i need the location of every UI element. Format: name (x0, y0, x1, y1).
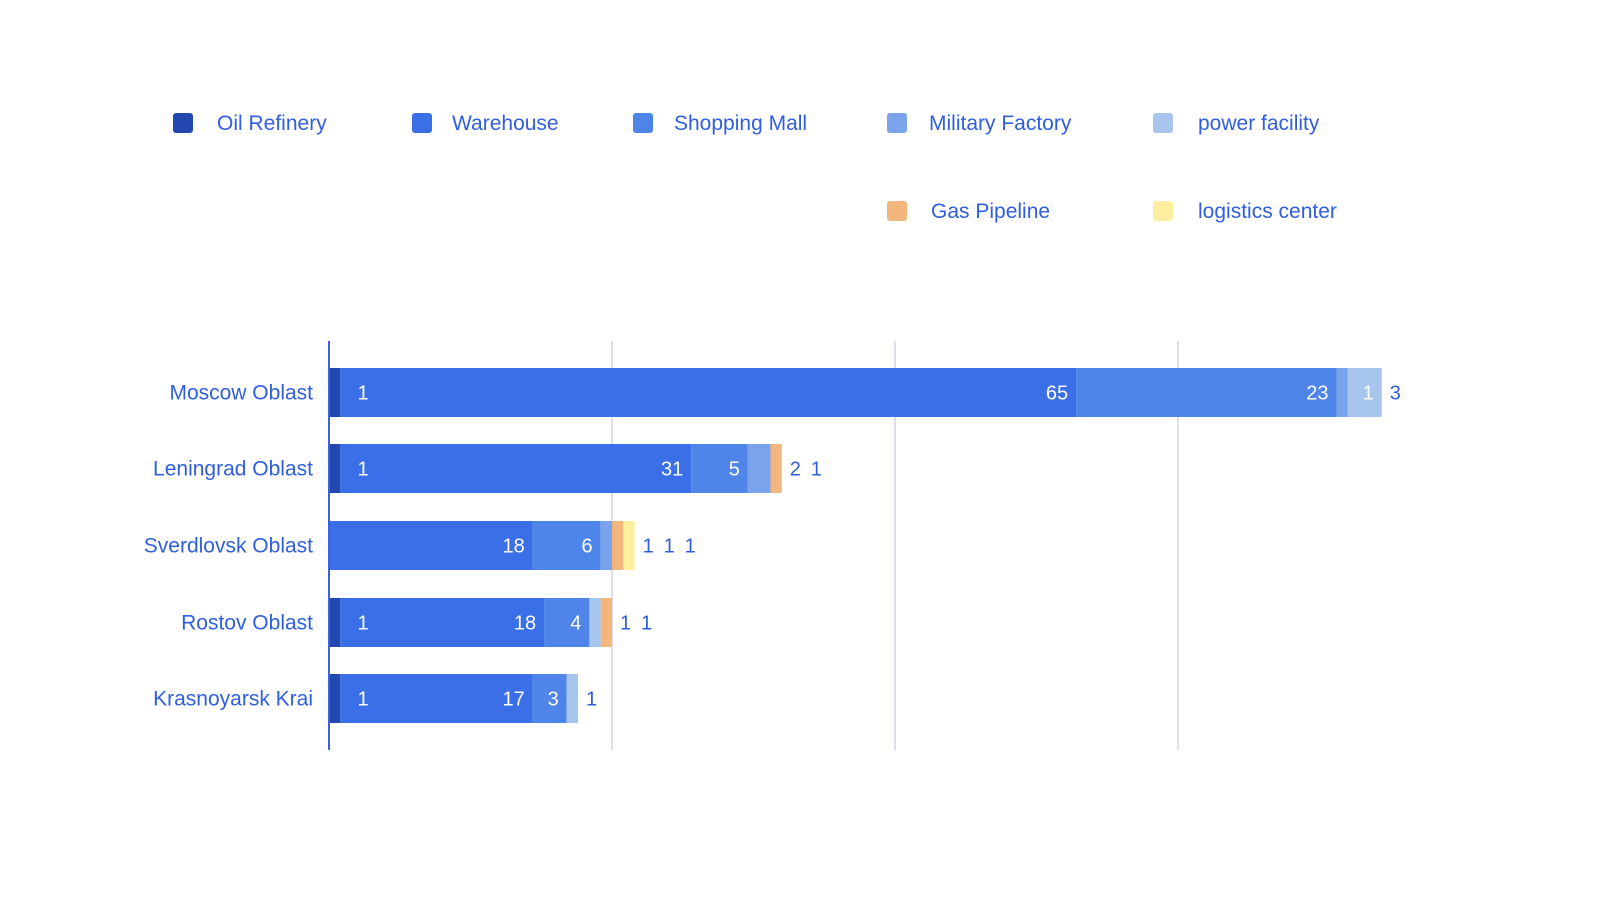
bar-segment (623, 521, 635, 570)
legend-label: Warehouse (452, 112, 559, 135)
legend-label: Oil Refinery (217, 112, 327, 135)
value-label: 6 (582, 536, 593, 558)
bar-segment (1076, 368, 1337, 417)
legend-item[interactable]: Military Factory (887, 112, 1072, 135)
bar-segment (340, 444, 692, 493)
value-label: 18 (503, 536, 525, 558)
value-label: 1 (357, 613, 368, 635)
value-label: 18 (514, 613, 536, 635)
value-labels: 1 65 23 1 31 31 5 2 118 6 1 1 11 18 4 1 11 17 3 1 (357, 383, 1400, 711)
value-label: 1 (620, 613, 631, 635)
value-label: 5 (729, 459, 740, 481)
value-label: 1 (664, 536, 675, 558)
value-label: 3 (1390, 383, 1401, 405)
bar-segment (340, 674, 533, 723)
bar-segment (329, 674, 341, 723)
value-label: 1 (357, 459, 368, 481)
legend-item[interactable]: Shopping Mall (633, 112, 807, 135)
legend-item[interactable]: power facility (1153, 112, 1320, 135)
bar-segment (1336, 368, 1348, 417)
value-label: 17 (503, 689, 525, 711)
legend-item[interactable]: Warehouse (412, 112, 559, 135)
bar-segment (329, 521, 533, 570)
value-label: 1 (586, 689, 597, 711)
bar-segment (566, 674, 579, 723)
value-label: 1 (685, 536, 696, 558)
legend-swatch (412, 113, 432, 133)
legend-label: power facility (1198, 112, 1320, 135)
bars (329, 368, 1382, 723)
legend: Oil Refinery Warehouse Shopping Mall Milita… (173, 112, 1337, 223)
legend-swatch (1153, 113, 1173, 133)
value-label: 1 (357, 689, 368, 711)
bar-segment (544, 598, 590, 647)
bar-segment (600, 521, 612, 570)
legend-swatch (633, 113, 653, 133)
legend-item[interactable]: Oil Refinery (173, 112, 327, 135)
legend-swatch (173, 113, 193, 133)
bar-segment (612, 521, 624, 570)
value-label: 31 (661, 459, 683, 481)
bar-segment (329, 368, 341, 417)
bar-segment (691, 444, 748, 493)
value-label: 1 (643, 536, 654, 558)
category-label: Rostov Oblast (181, 612, 313, 635)
bar-segment (340, 368, 1077, 417)
legend-label: Military Factory (929, 112, 1072, 135)
bar-segment (1347, 368, 1382, 417)
bar-segment (329, 598, 341, 647)
value-label: 1 (1363, 383, 1374, 405)
value-label: 2 (790, 459, 801, 481)
bar-segment (600, 598, 612, 647)
value-label: 4 (570, 613, 581, 635)
value-label: 3 (548, 689, 559, 711)
legend-label: logistics center (1198, 200, 1337, 223)
value-label: 1 (811, 459, 822, 481)
value-label: 1 (357, 383, 368, 405)
bar-segment (747, 444, 771, 493)
bar-segment (340, 598, 545, 647)
value-label: 23 (1306, 383, 1328, 405)
bar-segment (329, 444, 341, 493)
category-labels: Moscow Oblast Leningrad Oblast Sverdlovsk … (144, 382, 313, 711)
category-label: Moscow Oblast (169, 382, 313, 405)
legend-swatch (887, 113, 907, 133)
legend-item[interactable]: Gas Pipeline (887, 200, 1050, 223)
bar-segment (532, 674, 567, 723)
legend-swatch (887, 201, 907, 221)
legend-label: Gas Pipeline (931, 200, 1050, 223)
bar-segment (532, 521, 601, 570)
legend-label: Shopping Mall (674, 112, 807, 135)
value-label: 1 (641, 613, 652, 635)
legend-swatch (1153, 201, 1173, 221)
bar-segment (589, 598, 601, 647)
category-label: Leningrad Oblast (153, 458, 313, 481)
bar-segment (770, 444, 782, 493)
category-label: Krasnoyarsk Krai (153, 688, 313, 711)
category-label: Sverdlovsk Oblast (144, 535, 313, 558)
legend-item[interactable]: logistics center (1153, 200, 1337, 223)
value-label: 65 (1046, 383, 1068, 405)
